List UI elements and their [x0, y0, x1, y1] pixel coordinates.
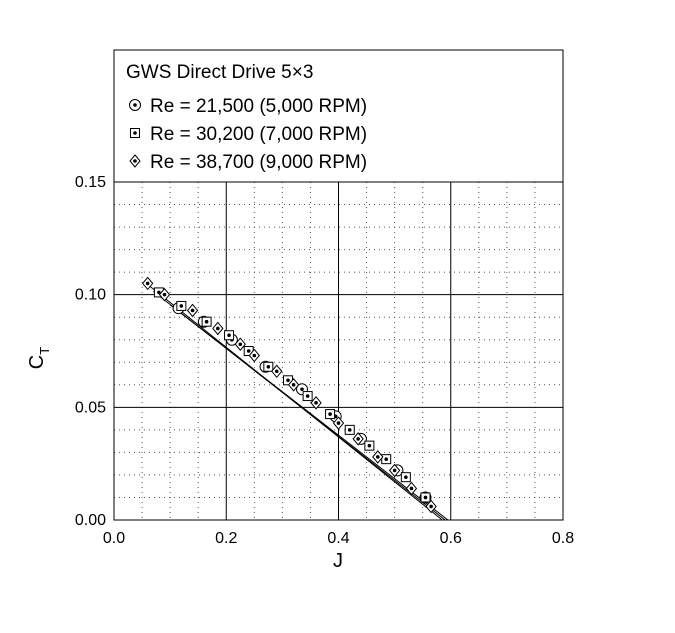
legend-marker-square: [130, 128, 140, 138]
y-tick-label: 0.10: [75, 287, 106, 304]
marker-dot: [145, 281, 150, 286]
data-point: [332, 416, 345, 430]
marker-dot: [409, 486, 414, 491]
data-point: [400, 472, 411, 483]
marker-dot: [423, 495, 428, 500]
marker-dot: [328, 412, 332, 416]
data-markers: [142, 276, 437, 514]
marker-dot: [157, 290, 161, 295]
data-point: [142, 276, 154, 291]
marker-dot: [305, 394, 310, 398]
data-point: [388, 463, 401, 478]
marker-dot: [227, 333, 231, 338]
data-point: [420, 492, 431, 503]
marker-dot: [274, 369, 279, 374]
legend-marker-diamond: [129, 154, 141, 168]
marker-dot: [133, 131, 137, 135]
marker-dot: [179, 304, 184, 308]
marker-dot: [347, 428, 352, 432]
fit-lines: [147, 284, 449, 521]
grid: [114, 181, 563, 520]
data-point: [344, 424, 355, 435]
marker-dot: [336, 421, 341, 425]
legend-symbol: [129, 154, 141, 168]
data-point: [302, 391, 313, 402]
data-point: [271, 364, 283, 379]
marker-dot: [300, 387, 304, 392]
marker-dot: [133, 103, 137, 107]
x-tick-label: 0.0: [103, 530, 125, 547]
data-point: [263, 361, 274, 372]
x-tick-label: 0.4: [327, 530, 349, 547]
legend-marker-circle: [129, 99, 141, 111]
marker-dot: [314, 401, 318, 405]
x-axis-label: J: [333, 550, 343, 572]
marker-dot: [356, 437, 360, 441]
legend-label-1: Re = 21,500 (5,000 RPM): [150, 96, 367, 117]
data-point: [248, 348, 260, 363]
data-point: [352, 432, 364, 446]
data-point: [425, 499, 437, 514]
series-2-points: [153, 287, 431, 503]
marker-dot: [392, 468, 397, 473]
data-point: [224, 330, 235, 341]
data-point: [325, 409, 336, 420]
data-point: [176, 300, 187, 311]
marker-dot: [216, 326, 220, 331]
marker-dot: [286, 378, 290, 383]
data-point: [287, 378, 300, 392]
series-3-points: [142, 276, 437, 514]
legend-entry-1: Re = 21,500 (5,000 RPM): [129, 96, 367, 117]
marker-dot: [252, 353, 257, 358]
marker-dot: [204, 319, 209, 324]
data-point: [381, 454, 392, 465]
x-tick-label: 0.6: [440, 530, 462, 547]
marker-dot: [190, 308, 195, 313]
y-tick-label: 0.15: [75, 174, 106, 191]
y-axis-label-main: C: [26, 355, 48, 369]
marker-dot: [246, 349, 251, 353]
y-axis-label-sub: T: [37, 347, 52, 355]
fit-line-series-3: [147, 284, 443, 521]
data-point: [212, 321, 224, 336]
plot-frame: [113, 49, 564, 521]
y-tick-label: 0.00: [75, 512, 106, 529]
legend: GWS Direct Drive 5×3 Re = 21,500 (5,000 …: [126, 62, 367, 173]
marker-dot: [162, 292, 167, 297]
marker-dot: [367, 443, 372, 448]
legend-symbol: [129, 99, 141, 111]
data-point: [310, 396, 322, 410]
data-point: [186, 303, 199, 318]
legend-label-2: Re = 30,200 (7,000 RPM): [150, 124, 367, 145]
marker-dot: [291, 383, 296, 387]
marker-dot: [429, 504, 433, 509]
data-point: [234, 337, 246, 352]
legend-symbol: [130, 128, 140, 138]
legend-entry-3: Re = 38,700 (9,000 RPM): [129, 152, 367, 173]
marker-dot: [384, 457, 389, 461]
legend-label-3: Re = 38,700 (9,000 RPM): [150, 152, 367, 173]
marker-dot: [404, 475, 408, 479]
legend-title: GWS Direct Drive 5×3: [126, 62, 313, 83]
plot-border: [113, 49, 564, 521]
marker-dot: [266, 364, 271, 369]
y-axis-label: CT: [26, 347, 52, 369]
y-tick-label: 0.05: [75, 399, 106, 416]
data-point: [201, 316, 212, 327]
data-point: [364, 440, 375, 451]
marker-dot: [133, 159, 137, 163]
marker-dot: [375, 455, 380, 459]
marker-dot: [238, 342, 243, 347]
data-point: [158, 287, 171, 302]
x-tick-label: 0.2: [215, 530, 237, 547]
legend-entry-2: Re = 30,200 (7,000 RPM): [130, 124, 367, 145]
data-point: [405, 481, 418, 496]
tick-labels: 0.0 0.2 0.4 0.6 0.8 0.00 0.05 0.10 0.15: [75, 174, 574, 547]
data-point: [372, 450, 384, 464]
x-tick-label: 0.8: [552, 530, 574, 547]
